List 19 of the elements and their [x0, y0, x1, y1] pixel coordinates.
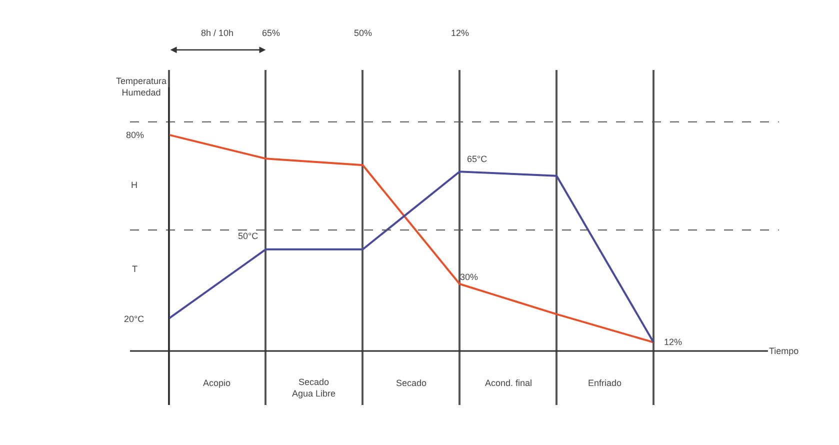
- annotation: H: [131, 180, 138, 190]
- annotation: 50°C: [238, 231, 259, 241]
- x-axis-title: Tiempo: [769, 346, 799, 356]
- annotation: 65°C: [467, 154, 488, 164]
- text: 65%: [262, 28, 280, 38]
- annotation: 20°C: [124, 314, 145, 324]
- annotation: 12%: [664, 337, 682, 347]
- text: 12%: [451, 28, 470, 38]
- text: Temperatura Humedad: [116, 76, 167, 98]
- text: Acond. final: [485, 378, 532, 388]
- text: Enfriado: [588, 378, 622, 388]
- annotation: T: [132, 264, 138, 274]
- text: 8h / 10h: [201, 28, 234, 38]
- text: Acopio: [203, 378, 231, 388]
- text: Secado: [396, 378, 427, 388]
- annotation: 80%: [126, 130, 144, 140]
- annotation: 30%: [460, 272, 478, 282]
- text: 50%: [354, 28, 372, 38]
- text: Secado Agua Libre: [292, 377, 336, 399]
